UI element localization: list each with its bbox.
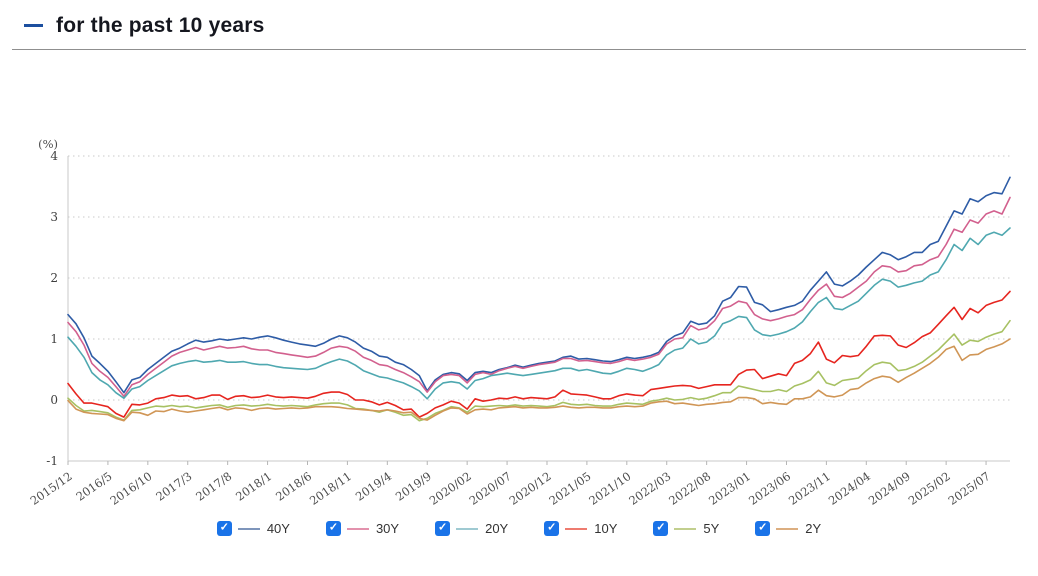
y-tick-label: 3 [50, 210, 58, 224]
legend-checkbox-40y[interactable]: ✓ [216, 521, 232, 537]
legend-line-swatch [674, 527, 697, 530]
x-tick-label: 2022/03 [626, 469, 673, 508]
x-tick-label: 2025/02 [906, 469, 953, 508]
x-tick-label: 2025/07 [946, 469, 993, 508]
legend-line-swatch [456, 527, 479, 530]
series-line-40y [67, 176, 1011, 394]
y-tick-label: 1 [50, 332, 58, 346]
page-title: for the past 10 years [56, 14, 265, 37]
legend-checkbox-2y[interactable]: ✓ [755, 521, 771, 537]
legend-checkbox-5y[interactable]: ✓ [653, 521, 669, 537]
x-tick-label: 2020/12 [507, 469, 554, 508]
title-dash-icon [24, 24, 43, 28]
check-icon: ✓ [758, 521, 768, 534]
series-line-30y [67, 196, 1011, 398]
y-tick-label: 2 [50, 271, 58, 285]
x-tick-label: 2023/06 [746, 469, 793, 508]
series-line-20y [67, 227, 1011, 400]
legend-item-20y[interactable]: ✓ 20Y [435, 521, 509, 537]
legend-item-5y[interactable]: ✓ 5Y [653, 521, 720, 537]
page-header: for the past 10 years [0, 0, 1038, 38]
legend-checkbox-20y[interactable]: ✓ [435, 521, 451, 537]
x-tick-label: 2021/05 [546, 469, 593, 508]
y-tick-label: 0 [50, 393, 58, 407]
legend-checkbox-10y[interactable]: ✓ [544, 521, 560, 537]
x-tick-label: 2019/4 [353, 469, 394, 504]
x-tick-label: 2018/11 [307, 469, 354, 508]
series-line-2y [67, 338, 1011, 422]
x-tick-label: 2024/04 [826, 469, 873, 508]
check-icon: ✓ [328, 521, 339, 534]
check-icon: ✓ [219, 521, 229, 534]
x-tick-label: 2023/11 [786, 469, 833, 508]
x-tick-label: 2022/08 [666, 469, 713, 508]
legend-label: 30Y [375, 521, 400, 537]
series-line-10y [67, 290, 1011, 419]
x-tick-label: 2024/09 [866, 469, 913, 508]
x-tick-label: 2021/10 [586, 469, 633, 508]
series-line-5y [67, 320, 1011, 422]
x-tick-label: 2016/10 [107, 469, 154, 508]
yield-chart-canvas[interactable]: (%)43210-12015/122016/52016/102017/32017… [0, 50, 1038, 512]
x-tick-label: 2017/8 [193, 469, 234, 504]
y-tick-label: -1 [46, 454, 58, 468]
legend-label: 10Y [594, 521, 618, 537]
legend-line-swatch [237, 527, 260, 530]
x-tick-label: 2020/02 [427, 469, 474, 508]
header-divider [12, 49, 1026, 51]
check-icon: ✓ [656, 521, 666, 534]
legend-line-swatch [346, 527, 369, 530]
y-tick-label: 4 [50, 149, 58, 163]
yield-chart[interactable]: (%) 4 3 2 1 0 -1 2015/12 2016/5 2016/10 2017/3 2017… [0, 50, 1038, 512]
check-icon: ✓ [547, 521, 557, 534]
x-tick-label: 2023/01 [706, 469, 753, 508]
legend-label: 40Y [266, 521, 290, 537]
x-tick-label: 2017/3 [153, 469, 194, 504]
y-axis-unit-label: (%) [38, 137, 58, 151]
legend-item-10y[interactable]: ✓ 10Y [544, 521, 618, 537]
x-tick-label: 2018/1 [233, 469, 274, 504]
x-tick-label: 2015/12 [28, 469, 75, 508]
legend-item-2y[interactable]: ✓ 2Y [755, 521, 822, 537]
legend-item-40y[interactable]: ✓ 40Y [216, 521, 290, 537]
legend-line-swatch [565, 527, 588, 530]
legend-line-swatch [776, 527, 799, 530]
legend-label: 5Y [703, 521, 720, 537]
legend-label: 20Y [485, 521, 509, 537]
legend-label: 2Y [805, 521, 822, 537]
legend-item-30y[interactable]: ✓ 30Y [325, 521, 400, 537]
legend-checkbox-30y[interactable]: ✓ [325, 521, 341, 537]
check-icon: ✓ [437, 521, 448, 534]
chart-legend: ✓ 40Y ✓ 30Y ✓ 20Y ✓ 10Y ✓ 5Y ✓ 2Y [0, 521, 1038, 537]
x-tick-label: 2020/07 [467, 469, 514, 508]
